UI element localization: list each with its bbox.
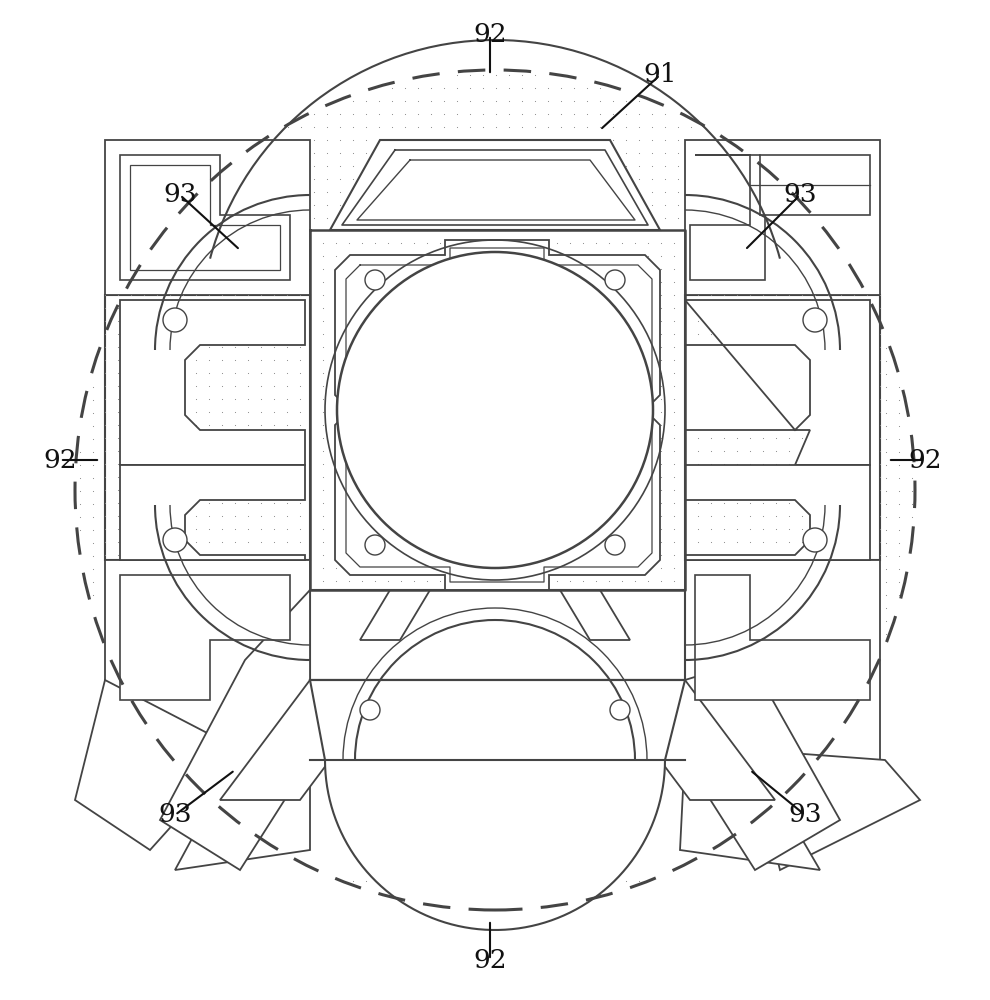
Circle shape (163, 528, 187, 552)
Polygon shape (310, 680, 685, 760)
Text: 92: 92 (908, 448, 941, 473)
Polygon shape (230, 760, 495, 900)
Polygon shape (685, 140, 880, 295)
Polygon shape (685, 560, 880, 760)
Polygon shape (685, 140, 880, 295)
Polygon shape (105, 295, 310, 560)
Polygon shape (750, 750, 920, 870)
Polygon shape (75, 680, 240, 850)
Polygon shape (310, 230, 685, 590)
Polygon shape (175, 750, 310, 870)
Polygon shape (105, 140, 310, 295)
Polygon shape (160, 590, 310, 870)
Polygon shape (120, 465, 305, 560)
Circle shape (365, 535, 385, 555)
Polygon shape (310, 680, 685, 930)
Polygon shape (220, 680, 390, 800)
Polygon shape (685, 465, 870, 560)
Polygon shape (685, 295, 880, 560)
Circle shape (605, 270, 625, 290)
Polygon shape (390, 680, 600, 750)
Polygon shape (680, 750, 820, 870)
Polygon shape (760, 155, 870, 215)
Circle shape (803, 308, 827, 332)
Polygon shape (335, 240, 660, 590)
Polygon shape (130, 165, 280, 270)
Text: 93: 93 (783, 182, 817, 208)
Polygon shape (310, 590, 685, 760)
Polygon shape (600, 680, 775, 800)
Circle shape (337, 252, 653, 568)
Polygon shape (310, 590, 685, 680)
Polygon shape (685, 560, 880, 760)
Polygon shape (105, 295, 310, 560)
Polygon shape (495, 760, 760, 900)
Polygon shape (695, 575, 870, 700)
Polygon shape (75, 760, 310, 900)
Polygon shape (105, 140, 310, 295)
Circle shape (163, 308, 187, 332)
Text: 93: 93 (158, 802, 192, 828)
Polygon shape (360, 590, 430, 640)
Polygon shape (690, 155, 765, 280)
Circle shape (360, 700, 380, 720)
Circle shape (75, 70, 915, 910)
Text: 92: 92 (44, 448, 77, 473)
Text: 92: 92 (473, 948, 507, 972)
Text: 93: 93 (163, 182, 197, 208)
Polygon shape (120, 575, 290, 700)
Polygon shape (105, 560, 310, 760)
Polygon shape (120, 155, 290, 280)
Polygon shape (105, 560, 310, 760)
Polygon shape (685, 295, 880, 560)
Polygon shape (120, 300, 305, 465)
Polygon shape (560, 590, 630, 640)
Text: 92: 92 (473, 22, 507, 47)
Text: 93: 93 (788, 802, 822, 828)
Polygon shape (310, 760, 685, 925)
Text: 91: 91 (644, 62, 677, 88)
Circle shape (610, 700, 630, 720)
Circle shape (605, 535, 625, 555)
Polygon shape (685, 300, 870, 465)
Polygon shape (685, 590, 840, 870)
Polygon shape (685, 760, 910, 900)
Polygon shape (330, 140, 660, 230)
Circle shape (803, 528, 827, 552)
Circle shape (365, 270, 385, 290)
Polygon shape (330, 140, 660, 230)
